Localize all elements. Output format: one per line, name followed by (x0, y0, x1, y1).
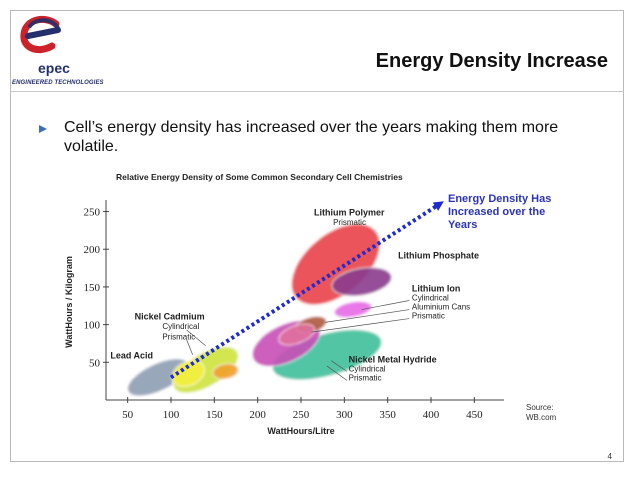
x-tick-label: 350 (379, 409, 396, 421)
source-note: WB.com (526, 413, 557, 422)
source-note: Source: (526, 403, 554, 412)
x-tick-label: 50 (122, 409, 133, 421)
page-number: 4 (607, 452, 612, 461)
epec-logo (12, 14, 132, 88)
region-label: Lithium Ion (412, 283, 461, 293)
x-tick-label: 150 (206, 409, 223, 421)
epec-e-icon (20, 15, 61, 53)
x-tick-label: 250 (293, 409, 310, 421)
leader-line (331, 360, 348, 372)
y-tick-label: 250 (84, 207, 101, 219)
chemistry-region (278, 323, 316, 346)
arrow-label-line: Increased over the (448, 206, 545, 218)
y-tick-label: 50 (89, 357, 101, 369)
region-label: Prismatic (412, 312, 445, 321)
x-tick-label: 200 (249, 409, 266, 421)
arrow-label-line: Energy Density Has (448, 193, 551, 205)
region-label: Aluminium Cans (412, 303, 470, 312)
region-label: Cylindrical (162, 322, 199, 331)
y-tick-label: 200 (84, 244, 101, 256)
density-trend-arrow (169, 201, 444, 380)
bullet-text: Cell’s energy density has increased over… (64, 119, 559, 155)
leader-line (361, 300, 410, 310)
x-tick-label: 300 (336, 409, 353, 421)
region-label: Cylindrical (412, 293, 449, 302)
region-label: Prismatic (349, 373, 382, 382)
region-label: Prismatic (333, 218, 366, 227)
x-tick-label: 450 (466, 409, 483, 421)
x-tick-label: 400 (423, 409, 440, 421)
leader-line (186, 339, 193, 355)
header-divider (10, 91, 624, 92)
region-label: Lithium Polymer (314, 207, 385, 217)
leader-line (326, 365, 348, 381)
leader-line (325, 309, 410, 323)
region-label: Cylindrical (349, 364, 386, 373)
region-label: Prismatic (162, 333, 195, 342)
logo-tagline: ENGINEERED TECHNOLOGIES (12, 80, 104, 86)
region-label: Nickel Metal Hydride (349, 354, 437, 364)
bullet-arrow-icon (39, 125, 47, 133)
slide-title: Energy Density Increase (375, 50, 608, 72)
y-tick-label: 150 (84, 282, 101, 294)
slide-frame (10, 10, 624, 462)
chemistry-region (333, 301, 373, 319)
x-tick-label: 100 (163, 409, 180, 421)
y-axis-label: WattHours / Kilogram (64, 256, 74, 348)
y-tick-label: 100 (84, 320, 101, 332)
arrow-label-line: Years (448, 219, 477, 231)
chemistry-region (212, 363, 239, 380)
chart-title: Relative Energy Density of Some Common S… (116, 172, 403, 182)
region-label: Lithium Phosphate (398, 250, 479, 260)
region-label: Lead Acid (110, 351, 153, 361)
chemistry-region (171, 360, 206, 388)
energy-density-chart: Relative Energy Density of Some Common S… (64, 172, 557, 436)
logo-word: epec (38, 60, 70, 76)
leader-line (186, 329, 206, 346)
region-label: Nickel Cadmium (135, 311, 205, 321)
x-axis-label: WattHours/Litre (267, 426, 334, 436)
leader-line (311, 318, 410, 333)
chemistry-region (331, 266, 393, 297)
